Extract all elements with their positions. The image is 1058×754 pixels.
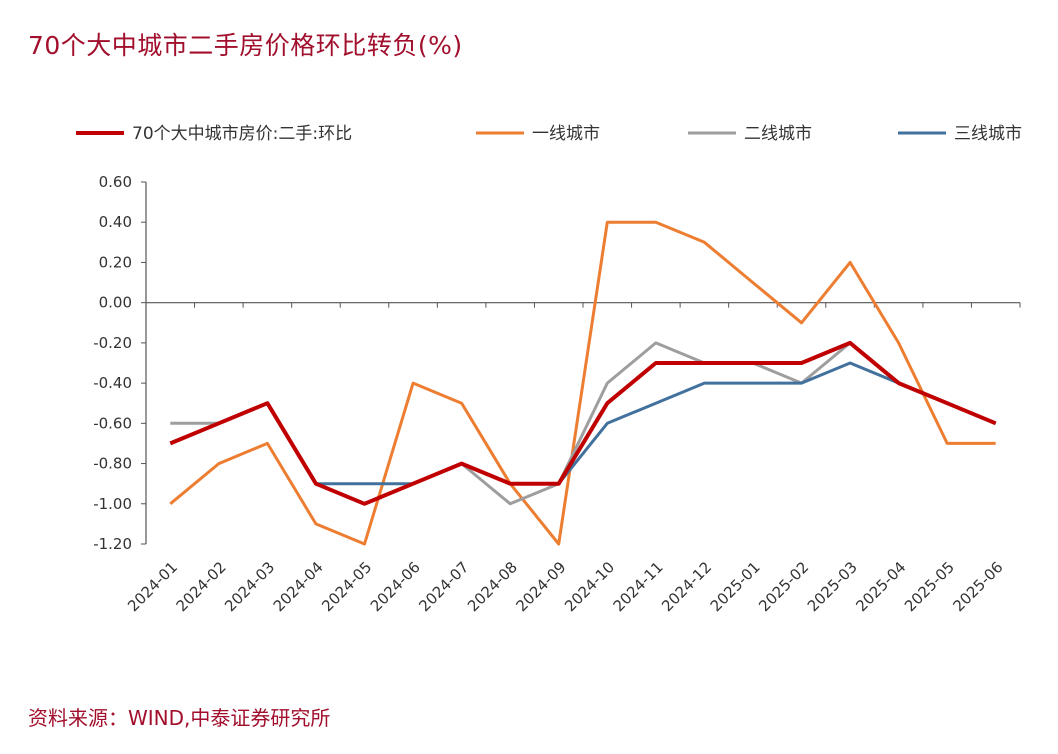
x-tick-label: 2024-01: [124, 558, 181, 615]
y-tick-label: 0.60: [99, 173, 132, 191]
x-tick-label: 2024-05: [318, 558, 375, 615]
series-line-0: [169, 340, 997, 506]
x-tick-label: 2024-12: [658, 558, 715, 615]
y-tick-label: 0.40: [99, 213, 132, 231]
x-tick-label: 2024-09: [512, 558, 569, 615]
y-tick-label: -0.40: [93, 374, 132, 392]
y-tick-label: -0.20: [93, 334, 132, 352]
x-tick-label: 2025-05: [901, 558, 958, 615]
series-lines: [169, 220, 997, 546]
y-tick-label: -1.00: [93, 495, 132, 513]
series-line-1: [169, 220, 996, 546]
x-tick-label: 2024-11: [610, 558, 667, 615]
x-tick-label: 2024-03: [221, 558, 278, 615]
x-tick-label: 2025-03: [804, 558, 861, 615]
legend-label-1: 一线城市: [532, 124, 600, 144]
y-tick-label: -1.20: [93, 535, 132, 553]
x-tick-label: 2025-02: [755, 558, 812, 615]
y-tick-label: -0.80: [93, 455, 132, 473]
x-tick-label: 2024-07: [415, 558, 472, 615]
legend-label-2: 二线城市: [744, 124, 812, 144]
series-line-2: [170, 341, 997, 506]
source-note: 资料来源：WIND,中泰证券研究所: [28, 706, 331, 730]
y-axis: 0.60 0.40 0.20 0.00 -0.20 -0.40 -0.60 -0.80 -1.0…: [93, 173, 147, 553]
x-tick-label: 2024-02: [173, 558, 230, 615]
y-tick-label: 0.00: [99, 294, 132, 312]
x-tick-label: 2025-01: [707, 558, 764, 615]
legend-label-3: 三线城市: [954, 124, 1022, 144]
x-tick-label: 2025-06: [949, 558, 1006, 615]
legend-label-0: 70个大中城市房价:二手:环比: [132, 124, 352, 144]
x-tick-label: 2024-06: [367, 558, 424, 615]
x-tick-label: 2024-04: [270, 558, 327, 615]
x-tick-label: 2024-10: [561, 558, 618, 615]
x-tick-label: 2025-04: [852, 558, 909, 615]
legend: 70个大中城市房价:二手:环比 一线城市 二线城市 三线城市: [76, 124, 1022, 144]
x-tick-label: 2024-08: [464, 558, 521, 615]
line-chart: 70个大中城市房价:二手:环比 一线城市 二线城市 三线城市 0.60 0.40 0.20…: [76, 124, 1022, 615]
y-tick-label: 0.20: [99, 253, 132, 271]
chart-title: 70个大中城市二手房价格环比转负(%): [28, 31, 463, 60]
y-tick-label: -0.60: [93, 414, 132, 432]
